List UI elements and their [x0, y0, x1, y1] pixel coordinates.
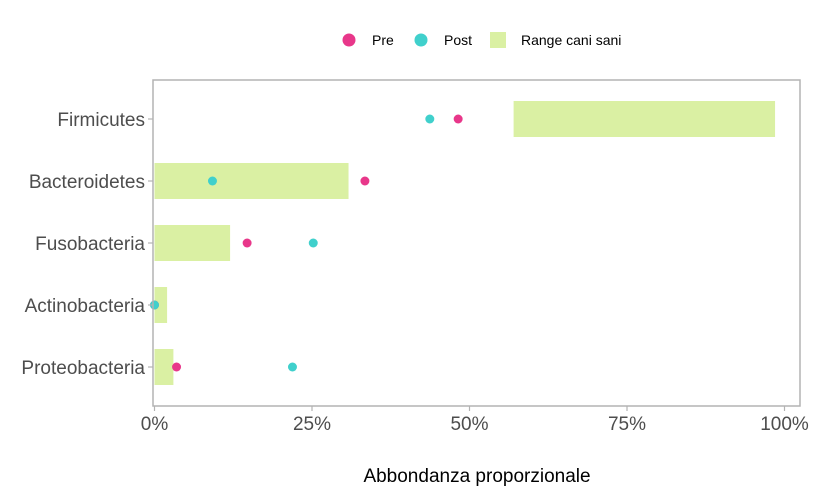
y-tick-label: Fusobacteria	[35, 234, 145, 255]
legend: Pre Post Range cani sani	[342, 32, 621, 48]
legend-label-pre: Pre	[372, 32, 394, 48]
range-bar-proteobacteria	[154, 349, 174, 385]
y-tick-label: Firmicutes	[57, 110, 145, 131]
y-axis: Firmicutes Bacteroidetes Fusobacteria Actin…	[21, 110, 153, 379]
legend-item-range: Range cani sani	[490, 32, 621, 48]
legend-key-post	[414, 33, 428, 47]
range-bar-fusobacteria	[154, 225, 231, 261]
point-pre-firmicutes	[453, 114, 463, 124]
legend-key-pre	[342, 33, 356, 47]
y-tick-label: Actinobacteria	[25, 296, 146, 317]
y-tick-label: Proteobacteria	[21, 358, 145, 379]
range-bar-bacteroidetes	[154, 163, 349, 199]
x-tick-label: 75%	[608, 414, 646, 435]
range-bar-actinobacteria	[154, 287, 168, 323]
range-bar-firmicutes	[513, 101, 776, 137]
legend-label-post: Post	[444, 32, 472, 48]
range-bars	[154, 101, 776, 385]
point-pre-fusobacteria	[242, 238, 252, 248]
point-post-fusobacteria	[308, 238, 318, 248]
legend-item-post: Post	[414, 32, 472, 48]
point-post-bacteroidetes	[207, 176, 217, 186]
x-tick-label: 50%	[450, 414, 488, 435]
point-pre-bacteroidetes	[360, 176, 370, 186]
x-tick-label: 100%	[760, 414, 809, 435]
point-pre-proteobacteria	[172, 362, 182, 372]
point-post-proteobacteria	[287, 362, 297, 372]
legend-label-range: Range cani sani	[521, 32, 621, 48]
x-axis: 0% 25% 50% 75% 100%	[141, 406, 809, 435]
point-post-firmicutes	[425, 114, 435, 124]
x-axis-title: Abbondanza proporzionale	[363, 466, 590, 487]
legend-item-pre: Pre	[342, 32, 394, 48]
x-tick-label: 0%	[141, 414, 169, 435]
legend-key-range	[490, 32, 506, 48]
y-tick-label: Bacteroidetes	[29, 172, 145, 193]
x-tick-label: 25%	[293, 414, 331, 435]
